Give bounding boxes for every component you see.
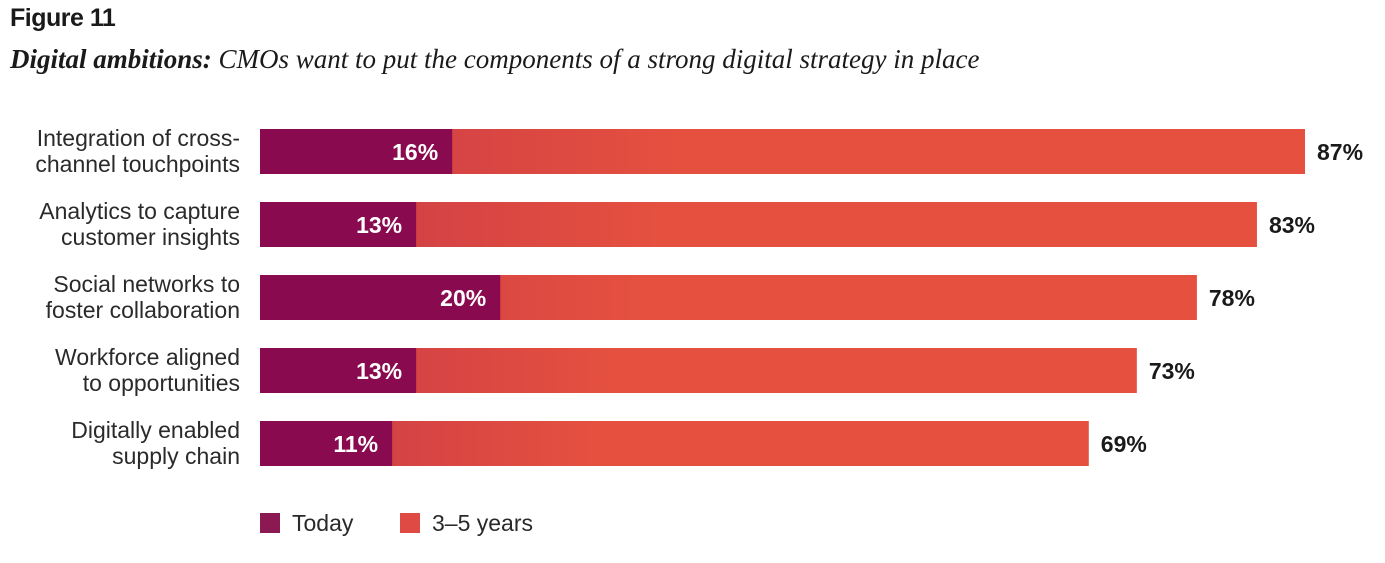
legend-label-today: Today — [292, 510, 354, 536]
category-label: Digitally enabled supply chain — [71, 417, 240, 469]
today-value-label: 11% — [333, 431, 378, 457]
today-value-label: 13% — [356, 212, 402, 238]
bar-today — [260, 348, 417, 393]
bar-row: Analytics to capture customer insights 13%… — [39, 198, 1315, 250]
bar-today — [260, 202, 417, 247]
future-value-label: 83% — [1269, 212, 1315, 238]
bar-today — [260, 421, 393, 466]
legend-swatch-today — [260, 513, 280, 533]
bar-3-5-years — [260, 202, 1257, 247]
bar-row: Social networks to foster collaboration 20… — [46, 271, 1255, 323]
bar-row: Integration of cross-channel touchpoints… — [35, 125, 1363, 177]
category-label: Workforce aligned to opportunities — [55, 344, 240, 396]
future-value-label: 69% — [1101, 431, 1147, 457]
chart-subtitle: Digital ambitions: CMOs want to put the … — [10, 44, 980, 75]
legend-label-3-5-years: 3–5 years — [432, 510, 533, 536]
subtitle-bold: Digital ambitions: — [10, 44, 212, 74]
legend: Today 3–5 years — [260, 510, 533, 536]
future-value-label: 87% — [1317, 139, 1363, 165]
bar-today — [260, 275, 501, 320]
bars-group: Integration of cross-channel touchpoints… — [35, 125, 1363, 469]
category-label: Analytics to capture customer insights — [39, 198, 240, 250]
figure-label: Figure 11 — [10, 4, 116, 32]
legend-swatch-3-5-years — [400, 513, 420, 533]
bar-row: Digitally enabled supply chain 11% 69% — [71, 417, 1147, 469]
future-value-label: 73% — [1149, 358, 1195, 384]
bar-row: Workforce aligned to opportunities 13% 73% — [55, 344, 1195, 396]
subtitle-rest: CMOs want to put the components of a str… — [211, 44, 980, 74]
bar-today — [260, 129, 453, 174]
category-label: Social networks to foster collaboration — [46, 271, 240, 323]
today-value-label: 16% — [392, 139, 438, 165]
today-value-label: 20% — [440, 285, 486, 311]
bar-3-5-years — [260, 421, 1089, 466]
category-label: Integration of cross-channel touchpoints — [35, 125, 240, 177]
future-value-label: 78% — [1209, 285, 1255, 311]
today-value-label: 13% — [356, 358, 402, 384]
